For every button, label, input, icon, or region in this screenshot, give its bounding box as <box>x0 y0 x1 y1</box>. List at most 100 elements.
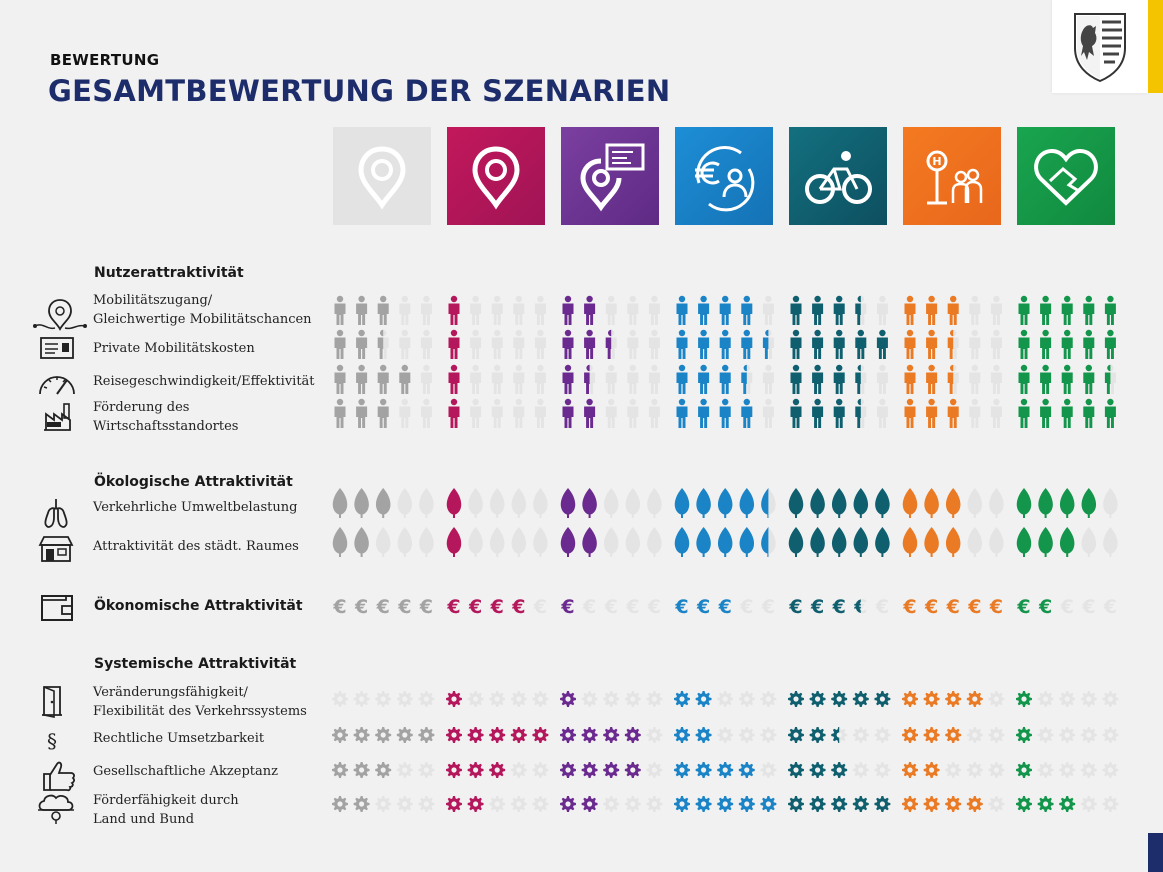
rating-mark-leaf <box>989 488 1004 518</box>
rating-mark-person <box>1040 329 1052 359</box>
rating-mark-person <box>926 329 938 359</box>
rating-mark-person <box>605 398 617 428</box>
door-icon <box>40 685 64 723</box>
rating-mark-euro: €€ <box>1016 596 1030 618</box>
rating-mark-euro: €€ <box>397 596 411 618</box>
rating-mark-leaf <box>446 488 462 518</box>
rating-mark-person <box>356 295 368 325</box>
rating-mark-gear <box>581 796 598 812</box>
svg-text:€: € <box>946 596 960 618</box>
rating-mark-gear <box>353 691 370 707</box>
rating-mark-person <box>1104 329 1116 359</box>
svg-text:€: € <box>332 596 346 618</box>
rating-mark-partial-fill <box>947 364 954 394</box>
svg-text:€: € <box>419 596 433 618</box>
svg-text:€: € <box>354 596 368 618</box>
rating-mark-leaf <box>739 488 755 518</box>
rating-mark-gear <box>1080 762 1097 778</box>
rating-mark-person <box>762 295 774 325</box>
rating-mark-leaf <box>875 488 890 518</box>
rating-mark-gear <box>375 727 392 743</box>
rating-mark-person <box>698 364 710 394</box>
rating-mark-person <box>790 364 802 394</box>
rating-mark-person <box>812 364 824 394</box>
svg-text:€: € <box>604 596 618 618</box>
rating-mark-gear <box>489 727 506 743</box>
rating-mark-leaf <box>696 527 711 557</box>
rating-mark-person <box>904 295 916 325</box>
rating-mark-leaf <box>332 527 348 557</box>
rating-mark-gear <box>467 796 484 812</box>
rating-mark-person <box>1083 364 1095 394</box>
rating-mark-leaf <box>354 488 369 518</box>
rating-mark-leaf <box>945 488 961 518</box>
rating-mark-person <box>904 364 916 394</box>
rating-mark-euro: € <box>625 596 639 618</box>
rating-mark-euro: €€ <box>511 596 525 618</box>
rating-mark-gear <box>624 691 641 707</box>
rating-mark-gear <box>874 762 891 778</box>
rating-mark-gear <box>923 796 940 812</box>
rating-mark-euro: € <box>582 596 596 618</box>
svg-text:€: € <box>560 596 574 618</box>
rating-mark-euro: € <box>533 596 547 618</box>
scenario-tile-6: H <box>903 127 1001 225</box>
rating-mark-leaf <box>419 527 434 557</box>
criterion-label: Verkehrliche Umweltbelastung <box>93 498 297 517</box>
rating-mark-gear <box>1016 796 1032 812</box>
rating-mark-person <box>1061 329 1073 359</box>
rating-mark-gear <box>809 727 826 743</box>
rating-mark-gear <box>1059 762 1076 778</box>
svg-text:€: € <box>647 596 661 618</box>
rating-mark-gear <box>852 762 869 778</box>
rating-mark-person <box>833 364 845 394</box>
criterion-label-line: Wirtschaftsstandortes <box>93 419 239 434</box>
rating-mark-gear <box>966 762 983 778</box>
rating-mark-person <box>491 329 503 359</box>
rating-mark-gear <box>353 762 370 778</box>
rating-mark-euro: €€ <box>718 596 732 618</box>
rating-mark-leaf <box>989 527 1004 557</box>
rating-mark-person <box>420 364 432 394</box>
rating-mark-partial-fill <box>762 329 769 359</box>
rating-mark-gear <box>332 691 348 707</box>
rating-mark-leaf <box>446 527 462 557</box>
rating-mark-euro: € <box>875 596 889 618</box>
rating-mark-euro: € <box>1103 596 1117 618</box>
svg-text:€: € <box>560 596 574 618</box>
rating-mark-euro: €€ <box>946 596 960 618</box>
rating-mark-gear <box>532 727 549 743</box>
rating-mark-partial-fill <box>855 295 861 325</box>
svg-text:§: § <box>47 729 57 752</box>
svg-text:€: € <box>511 596 525 618</box>
svg-text:€: € <box>468 596 482 618</box>
rating-mark-person <box>762 398 774 428</box>
rating-mark-gear <box>738 727 755 743</box>
rating-mark-gear <box>532 762 549 778</box>
svg-text:€: € <box>718 596 732 618</box>
criterion-label-line: Land und Bund <box>93 812 195 827</box>
rating-mark-gear <box>695 796 712 812</box>
rating-mark-gear <box>581 762 598 778</box>
rating-mark-leaf <box>831 488 847 518</box>
rating-mark-person <box>833 398 845 428</box>
rating-mark-gear <box>874 727 891 743</box>
rating-mark-gear <box>646 691 663 707</box>
svg-text:H: H <box>932 155 941 168</box>
criterion-label-line: Förderfähigkeit durch <box>93 793 239 808</box>
rating-mark-gear <box>396 727 413 743</box>
rating-mark-euro: € <box>761 596 775 618</box>
rating-mark-person <box>491 364 503 394</box>
rating-mark-person <box>969 295 981 325</box>
rating-mark-person <box>534 398 546 428</box>
rating-mark-gear <box>945 691 962 707</box>
rating-mark-person <box>904 329 916 359</box>
svg-text:€: € <box>946 596 960 618</box>
rating-mark-gear <box>717 796 734 812</box>
rating-mark-gear <box>1037 691 1054 707</box>
storefront-icon <box>38 533 74 567</box>
svg-text:€: € <box>397 596 411 618</box>
rating-mark-person <box>990 295 1002 325</box>
rating-mark-person <box>719 329 731 359</box>
svg-text:€: € <box>354 596 368 618</box>
